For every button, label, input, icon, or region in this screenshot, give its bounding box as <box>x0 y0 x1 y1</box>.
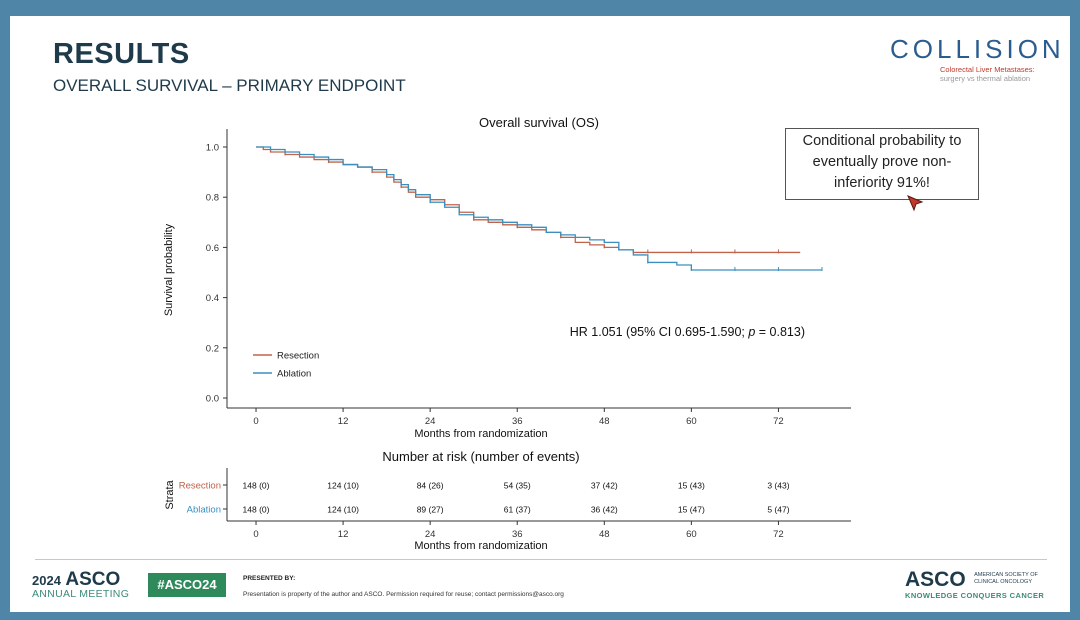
risk-cell: 36 (42) <box>591 505 618 515</box>
risk-y-axis-label: Strata <box>164 479 176 509</box>
hr-p-value: = 0.813) <box>755 325 805 339</box>
risk-cell: 124 (10) <box>327 481 359 491</box>
risk-x-tick-label: 60 <box>686 529 697 540</box>
km-x-tick-label: 48 <box>599 416 610 427</box>
presented-by-label: PRESENTED BY: <box>243 575 296 582</box>
society-name: AMERICAN SOCIETY OF CLINICAL ONCOLOGY <box>974 572 1038 585</box>
risk-row-label-resection: Resection <box>179 481 221 492</box>
risk-x-tick-label: 72 <box>773 529 784 540</box>
society-tagline: KNOWLEDGE CONQUERS CANCER <box>905 591 1045 600</box>
collision-logo-tagline-2: surgery vs thermal ablation <box>940 74 1031 83</box>
callout-box: Conditional probability to eventually pr… <box>785 128 979 200</box>
km-y-tick-label: 0.0 <box>206 394 219 405</box>
asco-year: 2024 <box>32 573 61 588</box>
km-y-tick-label: 0.4 <box>206 293 219 304</box>
risk-table: Number at risk (number of events) Resecti… <box>164 449 851 552</box>
km-y-tick-label: 0.6 <box>206 243 219 254</box>
risk-cell: 37 (42) <box>591 481 618 491</box>
km-x-tick-label: 24 <box>425 416 436 427</box>
km-x-tick-label: 36 <box>512 416 523 427</box>
risk-cell: 84 (26) <box>417 481 444 491</box>
risk-cell: 148 (0) <box>243 481 270 491</box>
annual-meeting-label: ANNUAL MEETING <box>32 588 130 600</box>
risk-cell: 5 (47) <box>767 505 789 515</box>
asco-society-logo: ASCO AMERICAN SOCIETY OF CLINICAL ONCOLOG… <box>905 568 1055 600</box>
collision-logo-word: COLLISION <box>890 34 1065 64</box>
km-x-tick-label: 0 <box>253 416 258 427</box>
risk-cell: 89 (27) <box>417 505 444 515</box>
km-x-tick-label: 72 <box>773 416 784 427</box>
risk-cell: 124 (10) <box>327 505 359 515</box>
km-y-tick-label: 0.8 <box>206 193 219 204</box>
legend-label-ablation: Ablation <box>277 369 311 380</box>
risk-cell: 15 (43) <box>678 481 705 491</box>
asco-society-word: ASCO <box>905 568 966 591</box>
asco-annual-meeting-logo: 2024 ASCO ANNUAL MEETING <box>32 569 129 600</box>
hr-annotation: HR 1.051 (95% CI 0.695-1.590; p = 0.813) <box>570 325 805 339</box>
collision-logo-tagline-1: Colorectal Liver Metastases: <box>940 65 1035 74</box>
page-subtitle: OVERALL SURVIVAL – PRIMARY ENDPOINT <box>53 76 406 95</box>
km-y-tick-label: 0.2 <box>206 343 219 354</box>
footer-divider <box>35 559 1047 560</box>
risk-x-axis-label: Months from randomization <box>414 540 547 552</box>
slide: RESULTS OVERALL SURVIVAL – PRIMARY ENDPO… <box>10 16 1070 612</box>
risk-x-tick-label: 36 <box>512 529 523 540</box>
hashtag-badge: #ASCO24 <box>148 573 226 597</box>
risk-cell: 61 (37) <box>504 505 531 515</box>
risk-table-title: Number at risk (number of events) <box>382 449 579 464</box>
km-chart-title: Overall survival (OS) <box>479 115 599 130</box>
survival-chart: Overall survival (OS) 0.0 0.2 0.4 0.6 0.8 1.0 0… <box>163 115 851 552</box>
risk-x-tick-label: 12 <box>338 529 349 540</box>
pointer-cursor-icon <box>907 195 924 212</box>
legend-label-resection: Resection <box>277 351 319 362</box>
km-x-axis-label: Months from randomization <box>414 428 547 440</box>
collision-logo: COLLISION Colorectal Liver Metastases: s… <box>890 34 1065 83</box>
hr-p-symbol: p <box>747 325 755 339</box>
risk-x-tick-label: 24 <box>425 529 436 540</box>
hr-text: HR 1.051 (95% CI 0.695-1.590; <box>570 325 749 339</box>
km-x-tick-label: 60 <box>686 416 697 427</box>
property-note: Presentation is property of the author a… <box>243 591 564 598</box>
risk-cell: 148 (0) <box>243 505 270 515</box>
asco-word: ASCO <box>65 569 121 590</box>
risk-cell: 3 (43) <box>767 481 789 491</box>
page-title: RESULTS <box>53 38 190 70</box>
risk-cell: 54 (35) <box>504 481 531 491</box>
km-y-axis-label: Survival probability <box>163 223 175 316</box>
risk-x-tick-label: 0 <box>253 529 258 540</box>
km-series-resection <box>256 146 801 254</box>
society-name-line-2: CLINICAL ONCOLOGY <box>974 578 1033 585</box>
society-name-line-1: AMERICAN SOCIETY OF <box>974 572 1038 578</box>
risk-row-label-ablation: Ablation <box>187 505 221 516</box>
risk-x-tick-label: 48 <box>599 529 610 540</box>
km-series-ablation <box>256 146 822 271</box>
km-x-tick-label: 12 <box>338 416 349 427</box>
km-y-tick-label: 1.0 <box>206 143 219 154</box>
km-plot: Overall survival (OS) 0.0 0.2 0.4 0.6 0.8 1.0 0… <box>163 115 851 440</box>
risk-cell: 15 (47) <box>678 505 705 515</box>
